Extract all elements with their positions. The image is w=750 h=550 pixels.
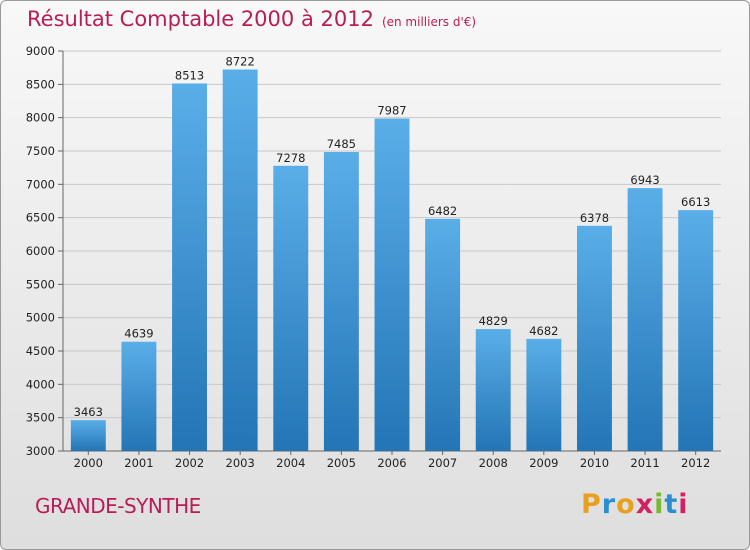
- x-tick-label-2010: 2010: [580, 456, 609, 470]
- value-label-2009: 4682: [529, 324, 558, 338]
- y-tick-label: 7500: [26, 144, 55, 158]
- y-tick-label: 5000: [26, 311, 55, 325]
- x-tick-label-2006: 2006: [377, 456, 406, 470]
- x-tick-label-2007: 2007: [428, 456, 457, 470]
- value-label-2004: 7278: [276, 151, 305, 165]
- logo-letter: i: [678, 489, 689, 520]
- value-label-2012: 6613: [681, 195, 710, 209]
- bar-2009: [526, 338, 562, 451]
- x-tick-label-2002: 2002: [175, 456, 204, 470]
- x-tick-label-2004: 2004: [276, 456, 305, 470]
- value-label-2001: 4639: [124, 327, 153, 341]
- bar-2003: [222, 69, 258, 452]
- bar-2007: [425, 218, 461, 451]
- bar-2000: [70, 420, 106, 451]
- chart-subtitle: (en milliers d'€): [381, 15, 477, 29]
- bar-2006: [374, 118, 410, 452]
- x-tick-label-2009: 2009: [529, 456, 558, 470]
- x-tick-label-2000: 2000: [74, 456, 103, 470]
- x-tick-label-2005: 2005: [327, 456, 356, 470]
- logo-letter: r: [601, 489, 617, 520]
- chart-title: Résultat Comptable 2000 à 2012 (en millie…: [27, 7, 476, 31]
- bar-2004: [273, 165, 309, 452]
- y-tick-label: 4000: [26, 377, 55, 391]
- value-label-2007: 6482: [428, 204, 457, 218]
- value-label-2005: 7485: [327, 137, 356, 151]
- y-tick-label: 3500: [26, 411, 55, 425]
- x-tick-label-2008: 2008: [479, 456, 508, 470]
- x-tick-label-2012: 2012: [681, 456, 710, 470]
- logo-letter: P: [581, 489, 602, 520]
- y-tick-label: 9000: [26, 44, 55, 58]
- bar-2010: [576, 225, 612, 451]
- value-label-2010: 6378: [580, 211, 609, 225]
- bar-2011: [627, 188, 663, 451]
- x-tick-label-2003: 2003: [226, 456, 255, 470]
- bar-2008: [475, 329, 511, 451]
- y-tick-label: 8500: [26, 77, 55, 91]
- value-label-2003: 8722: [226, 55, 255, 69]
- bar-2012: [678, 210, 714, 451]
- y-tick-label: 4500: [26, 344, 55, 358]
- x-tick-label-2001: 2001: [124, 456, 153, 470]
- chart-title-text: Résultat Comptable 2000 à 2012: [27, 7, 374, 31]
- y-tick-label: 6500: [26, 211, 55, 225]
- y-tick-label: 5500: [26, 277, 55, 291]
- value-label-2006: 7987: [377, 104, 406, 118]
- bar-2005: [323, 152, 359, 451]
- value-label-2011: 6943: [630, 173, 659, 187]
- y-tick-label: 7000: [26, 177, 55, 191]
- bar-2001: [121, 341, 157, 451]
- value-label-2008: 4829: [479, 314, 508, 328]
- logo-letter: i: [654, 489, 665, 520]
- logo-letter: o: [616, 489, 636, 520]
- value-label-2000: 3463: [74, 405, 103, 419]
- place-name: GRANDE-SYNTHE: [35, 494, 201, 518]
- y-tick-label: 6000: [26, 244, 55, 258]
- bar-2002: [172, 83, 208, 451]
- x-tick-label-2011: 2011: [630, 456, 659, 470]
- value-label-2002: 8513: [175, 68, 204, 82]
- logo-letter: t: [664, 489, 679, 520]
- logo-letter: x: [635, 489, 655, 520]
- proxiti-logo: Proxiti: [581, 489, 689, 520]
- y-tick-label: 8000: [26, 111, 55, 125]
- y-tick-label: 3000: [26, 444, 55, 458]
